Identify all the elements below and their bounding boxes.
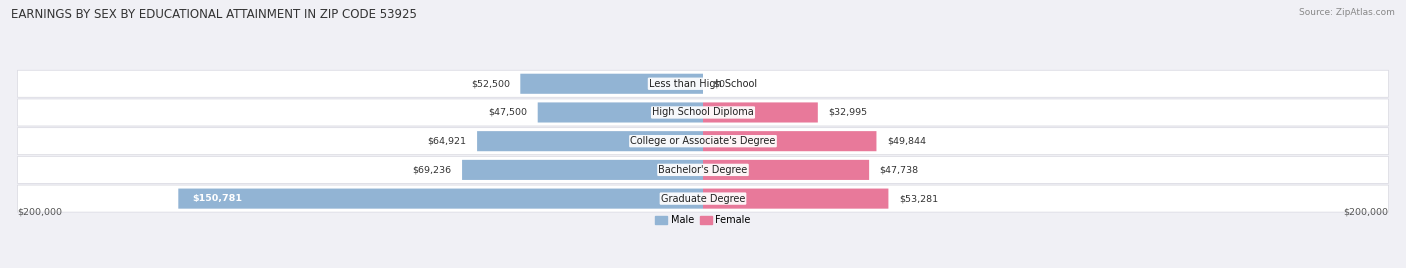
Text: $49,844: $49,844 [887, 137, 927, 146]
Text: $64,921: $64,921 [427, 137, 467, 146]
Text: Less than High School: Less than High School [650, 79, 756, 89]
FancyBboxPatch shape [17, 70, 1389, 97]
FancyBboxPatch shape [179, 189, 703, 209]
FancyBboxPatch shape [17, 128, 1389, 155]
Text: Graduate Degree: Graduate Degree [661, 193, 745, 204]
Text: $200,000: $200,000 [17, 208, 62, 217]
Text: $32,995: $32,995 [828, 108, 868, 117]
Text: $0: $0 [713, 79, 725, 88]
Text: $47,738: $47,738 [880, 165, 918, 174]
FancyBboxPatch shape [703, 160, 869, 180]
Text: Source: ZipAtlas.com: Source: ZipAtlas.com [1299, 8, 1395, 17]
FancyBboxPatch shape [537, 102, 703, 122]
Text: $69,236: $69,236 [412, 165, 451, 174]
Text: College or Associate's Degree: College or Associate's Degree [630, 136, 776, 146]
FancyBboxPatch shape [17, 185, 1389, 212]
FancyBboxPatch shape [703, 131, 876, 151]
FancyBboxPatch shape [463, 160, 703, 180]
FancyBboxPatch shape [17, 157, 1389, 183]
Legend: Male, Female: Male, Female [651, 211, 755, 229]
Text: EARNINGS BY SEX BY EDUCATIONAL ATTAINMENT IN ZIP CODE 53925: EARNINGS BY SEX BY EDUCATIONAL ATTAINMEN… [11, 8, 418, 21]
FancyBboxPatch shape [17, 99, 1389, 126]
Text: $53,281: $53,281 [898, 194, 938, 203]
FancyBboxPatch shape [477, 131, 703, 151]
Text: $52,500: $52,500 [471, 79, 510, 88]
Text: $150,781: $150,781 [193, 194, 242, 203]
Text: High School Diploma: High School Diploma [652, 107, 754, 117]
FancyBboxPatch shape [703, 102, 818, 122]
Text: Bachelor's Degree: Bachelor's Degree [658, 165, 748, 175]
FancyBboxPatch shape [520, 74, 703, 94]
FancyBboxPatch shape [703, 189, 889, 209]
Text: $200,000: $200,000 [1344, 208, 1389, 217]
Text: $47,500: $47,500 [488, 108, 527, 117]
